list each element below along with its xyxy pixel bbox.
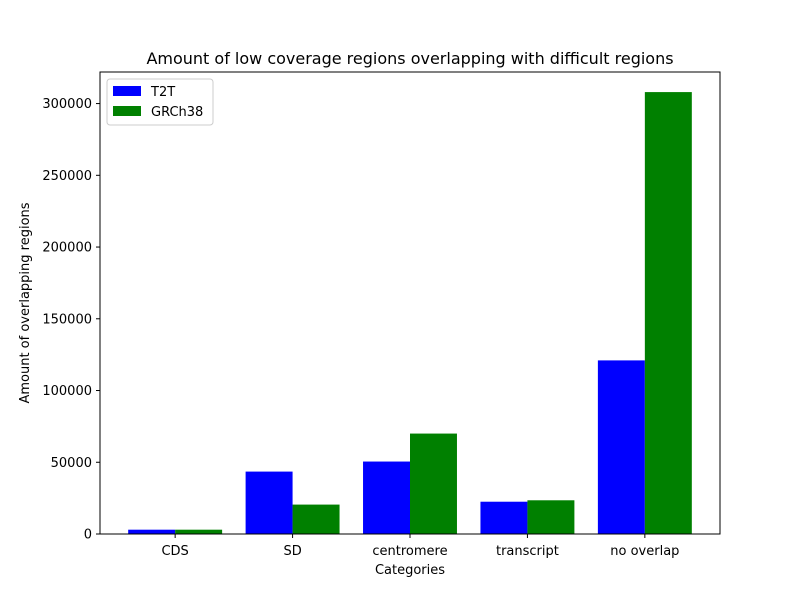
x-tick-label: CDS — [161, 544, 188, 559]
bar-t2t-SD — [245, 471, 293, 534]
legend-swatch-t2t — [113, 86, 141, 96]
bar-grch38-SD — [292, 504, 340, 534]
y-axis-label: Amount of overlapping regions — [18, 202, 33, 403]
bar-t2t-CDS — [128, 529, 176, 534]
y-tick-label: 100000 — [42, 384, 92, 399]
bar-t2t-centromere — [363, 461, 410, 534]
legend-label-grch38: GRCh38 — [151, 105, 203, 120]
bar-grch38-CDS — [175, 529, 223, 534]
y-tick-label: 250000 — [42, 169, 92, 184]
bar-grch38-no-overlap — [644, 92, 692, 534]
legend-swatch-grch38 — [113, 106, 141, 116]
y-tick-label: 0 — [84, 528, 92, 543]
x-axis-ticks: CDS SD centromere transcript no overlap — [161, 534, 679, 559]
y-tick-label: 150000 — [42, 312, 92, 327]
bar-grch38-centromere — [410, 433, 457, 534]
bar-t2t-transcript — [480, 501, 528, 534]
x-tick-label: transcript — [496, 544, 559, 559]
bars-group — [128, 92, 692, 534]
x-tick-label: SD — [283, 544, 301, 559]
y-tick-label: 200000 — [42, 241, 92, 256]
x-axis-label: Categories — [375, 563, 445, 578]
x-tick-label: centromere — [372, 544, 447, 559]
bar-grch38-transcript — [527, 500, 575, 534]
plot-frame — [99, 71, 721, 535]
x-tick-label: no overlap — [610, 544, 679, 559]
chart-title: Amount of low coverage regions overlappi… — [146, 49, 673, 68]
y-tick-label: 300000 — [42, 97, 92, 112]
legend: T2T GRCh38 — [106, 78, 214, 126]
bar-t2t-no-overlap — [597, 360, 645, 534]
legend-label-t2t: T2T — [150, 85, 175, 100]
y-tick-label: 50000 — [51, 456, 92, 471]
y-axis-ticks: 0 50000 100000 150000 200000 250000 300000 — [42, 97, 100, 543]
